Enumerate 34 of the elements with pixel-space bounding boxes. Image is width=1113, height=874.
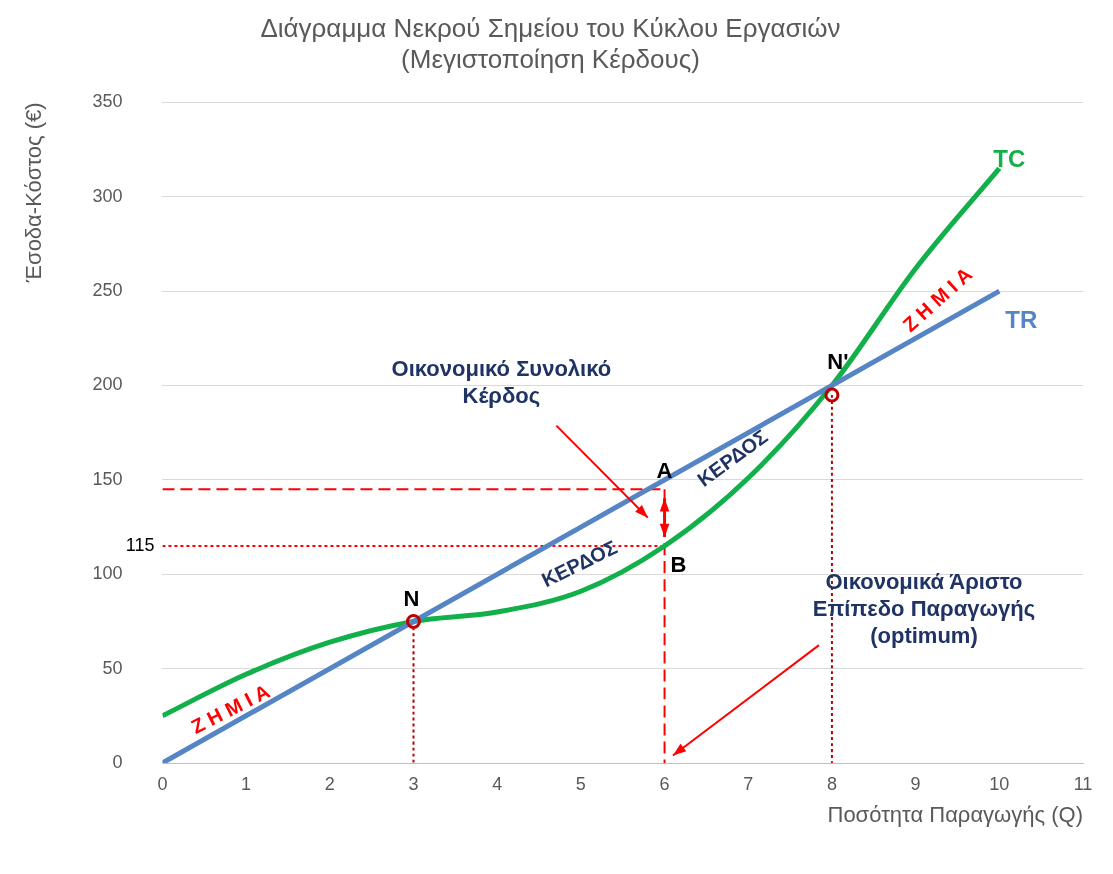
y-tick-label: 50 [102, 657, 123, 678]
y-tick-label: 300 [92, 185, 123, 206]
x-tick-label: 3 [408, 773, 419, 794]
series-label: TR [1005, 305, 1038, 333]
x-tick-label: 1 [241, 773, 252, 794]
annotation: A [656, 458, 673, 484]
chart-title: Διάγραμμα Νεκρού Σημείου του Κύκλου Εργασιών (Μεγιστοποίηση Κέρδους) [260, 12, 841, 74]
x-tick-label: 9 [910, 773, 921, 794]
x-axis-title: Ποσότητα Παραγωγής (Q) [827, 801, 1083, 827]
series-label: TC [993, 145, 1026, 173]
x-tick-label: 4 [492, 773, 503, 794]
y-axis-title: Έσοδα-Κόστος (€) [21, 102, 47, 284]
annotation: N' [827, 349, 849, 375]
y-tick-label: 100 [92, 563, 123, 584]
y-tick-label: 250 [92, 280, 123, 301]
annotation: 115 [125, 534, 155, 555]
y-tick-label: 150 [92, 468, 123, 489]
x-tick-label: 5 [575, 773, 586, 794]
annotation: Ζ Η Μ Ι Α [187, 679, 274, 738]
x-tick-label: 6 [659, 773, 670, 794]
y-tick-label: 350 [92, 91, 123, 112]
x-tick-label: 10 [989, 773, 1010, 794]
annotation: Οικονομικά Άριστο Επίπεδο Παραγωγής (optimum) [812, 569, 1036, 649]
annotation: Οικονομικό Συνολικό Κέρδος [391, 356, 612, 409]
x-tick-label: 7 [743, 773, 754, 794]
x-tick-label: 8 [826, 773, 837, 794]
y-tick-label: 200 [92, 374, 123, 395]
y-tick-label: 0 [112, 751, 123, 772]
annotation: B [670, 552, 687, 578]
annotation: Ζ Η Μ Ι Α [898, 262, 977, 337]
x-tick-label: 0 [157, 773, 168, 794]
x-tick-label: 2 [324, 773, 335, 794]
x-tick-label: 11 [1073, 773, 1093, 794]
annotation: N [403, 585, 420, 611]
